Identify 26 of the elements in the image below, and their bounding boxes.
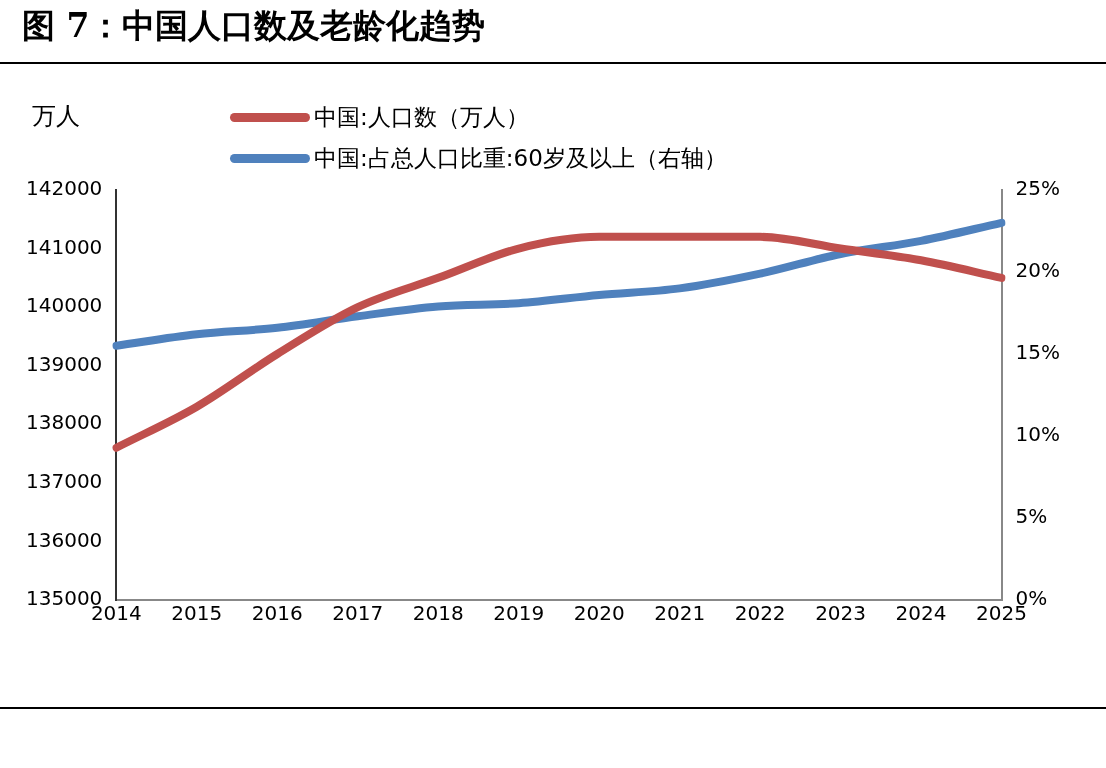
y2-tick-label: 10%	[1015, 422, 1060, 447]
y-tick-label: 137000	[25, 469, 103, 494]
x-tick-label: 2017	[332, 601, 384, 626]
y-tick-label: 139000	[25, 351, 103, 376]
legend-label: 中国:占总人口比重:60岁及以上（右轴）	[314, 144, 727, 173]
y-tick-label: 136000	[25, 527, 103, 552]
x-tick-label: 2024	[895, 601, 947, 626]
y2-tick-label: 25%	[1015, 176, 1060, 201]
x-tick-label: 2021	[654, 601, 706, 626]
y-tick-label: 141000	[25, 234, 103, 259]
x-tick-label: 2018	[412, 601, 464, 626]
x-tick-label: 2015	[171, 601, 223, 626]
x-tick-label: 2022	[734, 601, 786, 626]
y2-tick-label: 15%	[1015, 340, 1060, 365]
x-tick-label: 2016	[251, 601, 303, 626]
x-tick-label: 2019	[493, 601, 545, 626]
legend-label: 中国:人口数（万人）	[314, 103, 529, 132]
y2-tick-label: 5%	[1015, 504, 1048, 529]
x-tick-label: 2020	[573, 601, 625, 626]
chart-title: 图 7：中国人口数及老龄化趋势	[22, 5, 486, 47]
y-axis-title: 万人	[32, 102, 80, 131]
y-tick-label: 140000	[25, 293, 103, 318]
x-tick-label: 2023	[815, 601, 867, 626]
y-tick-label: 142000	[25, 176, 103, 201]
y2-tick-label: 20%	[1015, 258, 1060, 283]
y-tick-label: 138000	[25, 410, 103, 435]
